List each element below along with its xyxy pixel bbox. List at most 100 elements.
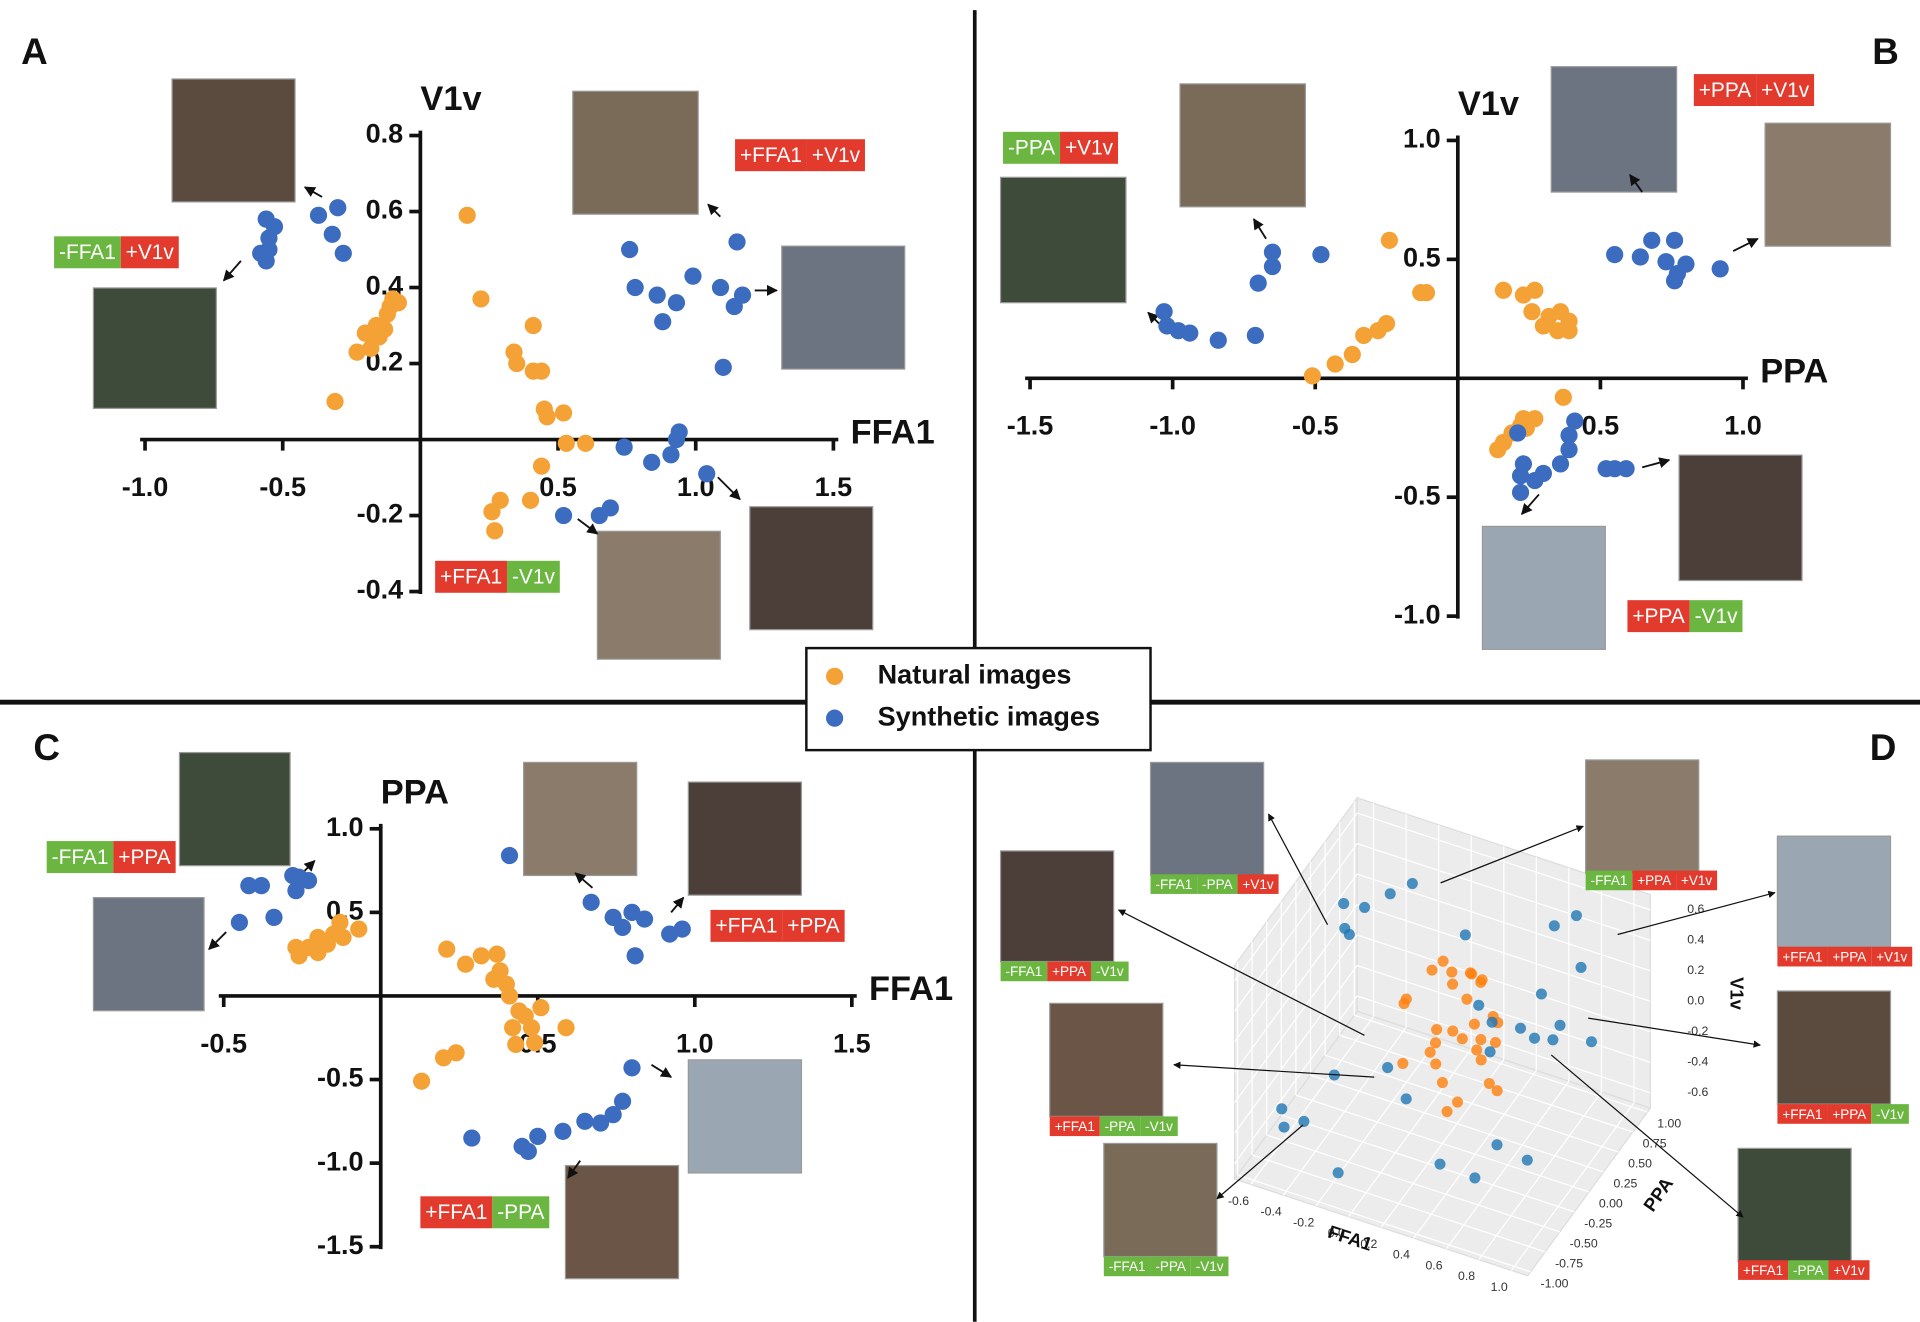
- grid-line: [1234, 873, 1358, 1043]
- point: [456, 955, 475, 973]
- tag-box: [1190, 1256, 1229, 1277]
- image-placeholder: [749, 506, 874, 631]
- point: [1461, 993, 1473, 1005]
- point: [287, 938, 305, 957]
- point: [1451, 1096, 1464, 1108]
- grid-line: [1266, 1134, 1561, 1233]
- point: [458, 206, 476, 224]
- tag-label: -FFA1: [52, 846, 109, 869]
- point: [1551, 455, 1570, 473]
- point: [654, 313, 672, 331]
- point: [576, 434, 595, 452]
- tag-box: [120, 236, 179, 269]
- point: [1631, 248, 1649, 266]
- y-tick-label: -0.25: [1584, 1216, 1612, 1230]
- tag-box: [1197, 874, 1238, 894]
- x-tick-label: -0.4: [1261, 1205, 1282, 1219]
- arrow: [1117, 909, 1365, 1036]
- point: [434, 1049, 453, 1067]
- tag-label: -V1v: [1876, 1107, 1904, 1122]
- arrow: [1641, 457, 1671, 469]
- point: [1475, 976, 1487, 988]
- point: [1547, 1034, 1559, 1046]
- tag-box: [1627, 600, 1690, 633]
- point: [615, 438, 633, 456]
- point: [1263, 257, 1282, 276]
- point: [1521, 1154, 1533, 1166]
- arrow: [650, 1064, 673, 1078]
- point: [667, 294, 686, 312]
- tag-label: +FFA1: [1782, 949, 1822, 964]
- point: [1278, 1121, 1290, 1133]
- point: [485, 970, 503, 988]
- x-axis-label: FFA1: [851, 414, 935, 452]
- tag-box: [435, 560, 508, 593]
- point: [334, 244, 352, 262]
- point: [309, 206, 328, 224]
- tag-label: -V1v: [512, 566, 555, 589]
- point: [1468, 1018, 1480, 1030]
- point: [1400, 1093, 1412, 1105]
- y-tick-label: -1.5: [317, 1230, 364, 1260]
- x-tick-label: 0.5: [1582, 411, 1620, 441]
- grid-line: [1356, 842, 1651, 941]
- point: [507, 1035, 525, 1054]
- grid-line: [1237, 1174, 1531, 1273]
- point: [1447, 1025, 1459, 1037]
- point: [728, 233, 746, 251]
- point: [557, 434, 575, 452]
- tag-box: [1585, 870, 1633, 891]
- point: [350, 920, 368, 938]
- image-placeholder: [523, 761, 638, 877]
- image-placeholder: [1776, 990, 1892, 1105]
- x-tick-label: 1.0: [1724, 411, 1762, 441]
- tag-box: [507, 560, 560, 593]
- x-tick-label: -0.5: [200, 1028, 247, 1058]
- y-tick-label: 1.0: [1403, 124, 1441, 154]
- point: [486, 522, 504, 540]
- y-tick-label: -0.2: [357, 499, 404, 529]
- arrow: [1732, 237, 1759, 252]
- arrow: [1629, 173, 1643, 193]
- z-tick-label: 0.2: [1687, 963, 1704, 977]
- x-tick-label: 0.8: [1458, 1269, 1475, 1283]
- image-placeholder: [781, 245, 906, 370]
- image-placeholder: [1678, 454, 1803, 582]
- y-tick-label: 0.6: [366, 195, 404, 225]
- point: [1434, 1158, 1446, 1170]
- arrow: [717, 476, 741, 501]
- point: [1303, 367, 1321, 385]
- point: [1155, 303, 1173, 321]
- grid-line: [1281, 1114, 1575, 1213]
- image-placeholder: [1550, 66, 1678, 193]
- grid-line: [1234, 812, 1358, 982]
- tag-box: [1871, 1104, 1909, 1124]
- point: [1535, 988, 1547, 1000]
- x-tick-label: 0.5: [539, 472, 577, 502]
- point: [1657, 253, 1675, 271]
- point: [524, 316, 542, 335]
- tag-box: [1738, 1260, 1789, 1280]
- image-placeholder: [1737, 1147, 1852, 1263]
- tag-box: [710, 909, 783, 942]
- z-axis-label: V1v: [1727, 977, 1748, 1011]
- point: [591, 1114, 610, 1132]
- arrow: [1216, 1124, 1304, 1200]
- x-tick-label: 1.0: [1491, 1280, 1508, 1294]
- tag-label: +PPA: [1699, 79, 1751, 102]
- point: [1436, 1077, 1448, 1089]
- tag-box: [1150, 874, 1198, 894]
- point: [1430, 1058, 1442, 1070]
- tag-box: [1049, 1116, 1100, 1137]
- tag-label: -PPA: [497, 1201, 544, 1224]
- tag-label: +PPA: [1632, 605, 1684, 628]
- point: [1359, 901, 1371, 913]
- point: [1483, 1077, 1495, 1090]
- tag-label: +V1v: [1065, 137, 1114, 160]
- point: [643, 453, 661, 471]
- point: [1489, 1036, 1501, 1049]
- tag-box: [1150, 1256, 1191, 1277]
- point: [1276, 1103, 1288, 1115]
- point: [532, 999, 550, 1017]
- z-tick-label: -0.6: [1687, 1085, 1708, 1099]
